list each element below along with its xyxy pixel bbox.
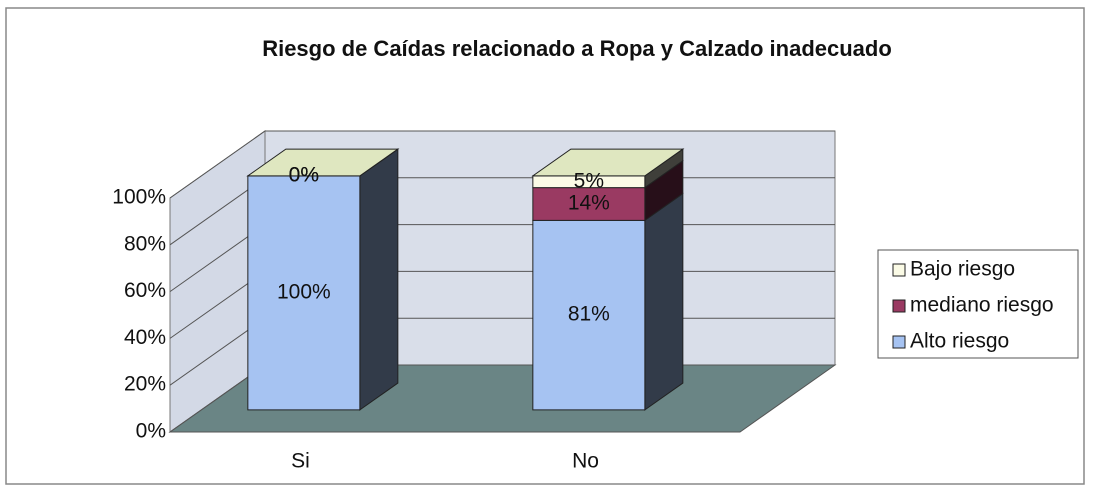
x-tick-label: No [572,450,599,473]
legend-swatch [892,263,906,277]
y-tick-label: 80% [124,232,166,255]
data-label: 14% [568,192,610,215]
legend-swatch [892,335,906,349]
data-label: 81% [568,303,610,326]
bar-side [644,192,684,411]
legend-swatch [892,299,906,313]
y-tick-label: 20% [124,373,166,396]
legend-label: Alto riesgo [910,330,1009,353]
chart-title: Riesgo de Caídas relacionado a Ropa y Ca… [262,36,892,61]
x-tick-label: Si [291,450,310,473]
data-label: 0% [289,163,319,186]
data-label: 100% [277,280,331,303]
bar-side [359,148,399,411]
y-tick-label: 100% [112,186,166,209]
bar-top [246,148,400,177]
data-label: 0% [289,163,319,186]
y-tick-label: 0% [136,420,166,443]
data-label: 5% [574,169,604,192]
grid-line [169,130,835,199]
y-tick-label: 60% [124,279,166,302]
bar-top [531,148,685,177]
legend [877,249,1079,359]
legend-label: mediano riesgo [910,294,1054,317]
legend-label: Bajo riesgo [910,258,1015,281]
y-tick-label: 40% [124,326,166,349]
